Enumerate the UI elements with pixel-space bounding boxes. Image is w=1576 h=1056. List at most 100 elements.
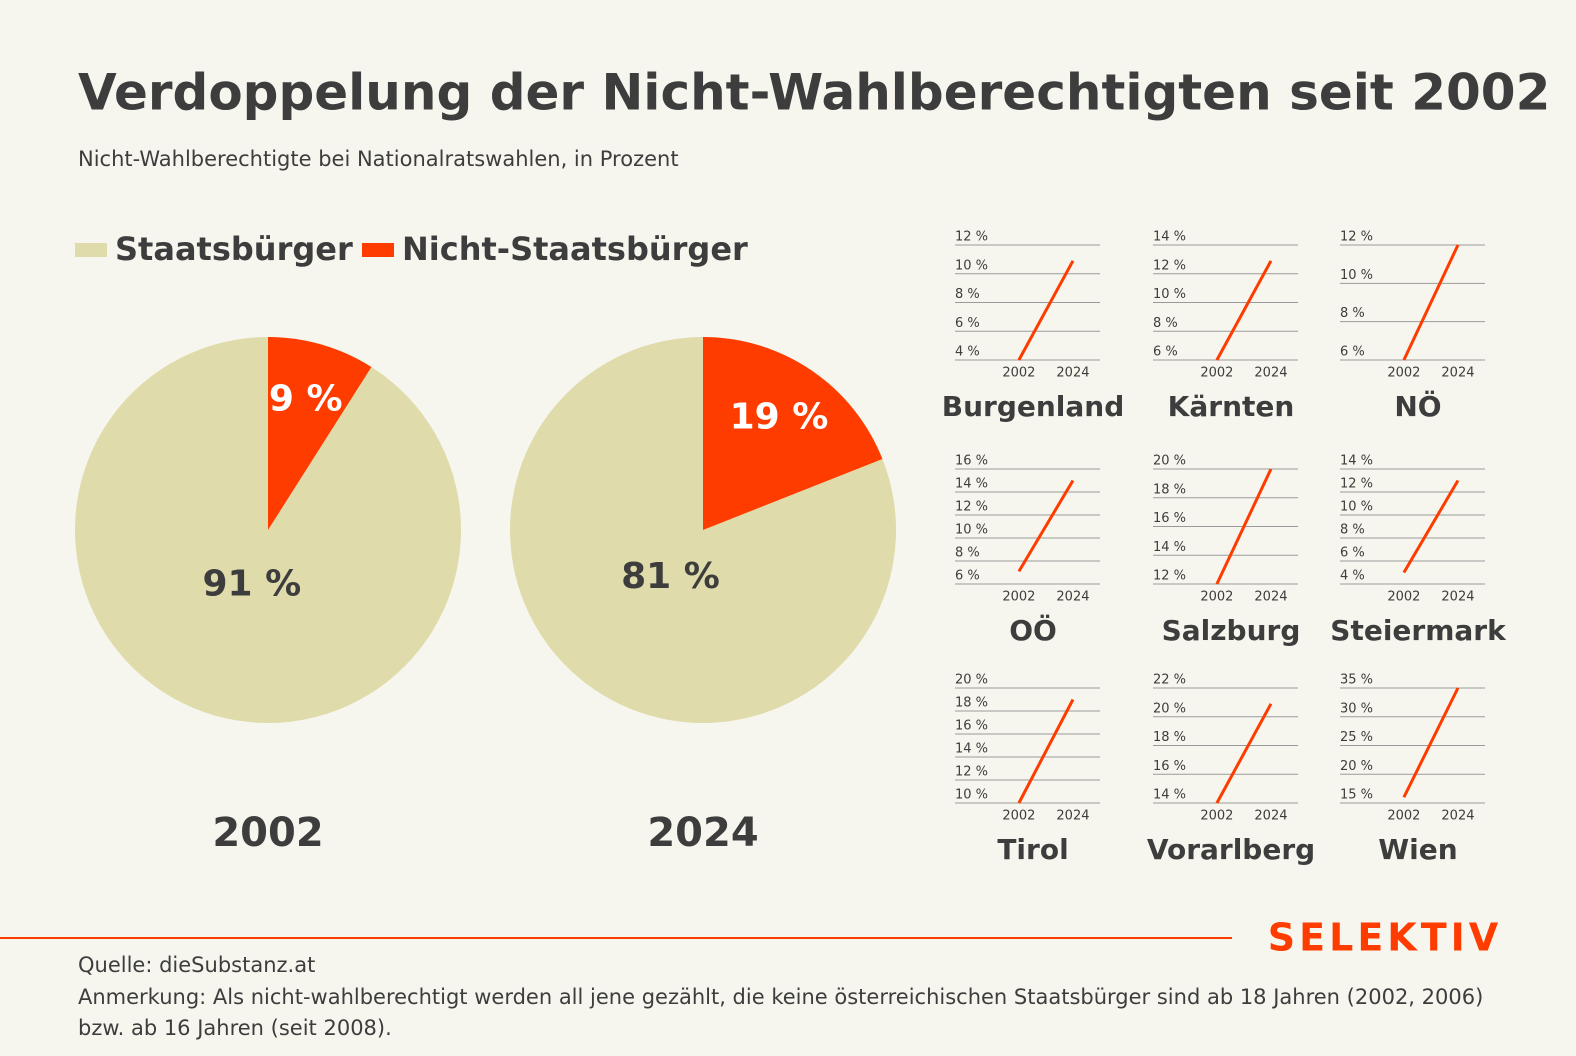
y-tick-label: 8 % — [1340, 523, 1365, 538]
chart-title: OÖ — [1009, 613, 1057, 647]
chart-title: Tirol — [997, 833, 1068, 866]
line — [1402, 244, 1460, 361]
legend-swatch — [362, 243, 394, 257]
pie-slice — [703, 337, 883, 530]
x-tick-label: 2002 — [1002, 809, 1035, 824]
y-tick-label: 18 % — [1153, 730, 1186, 745]
y-tick-label: 16 % — [955, 454, 988, 469]
line — [1402, 687, 1460, 798]
y-tick-label: 22 % — [1153, 673, 1186, 688]
y-tick-label: 10 % — [955, 788, 988, 803]
y-tick-label: 4 % — [1340, 569, 1365, 584]
y-tick-label: 8 % — [955, 546, 980, 561]
x-tick-label: 2002 — [1200, 366, 1233, 381]
y-tick-label: 14 % — [1153, 230, 1186, 245]
pie-title: 2024 — [647, 810, 758, 856]
line — [1017, 260, 1075, 361]
x-tick-label: 2002 — [1387, 366, 1420, 381]
chart-title: Steiermark — [1330, 614, 1507, 647]
y-tick-label: 8 % — [1340, 306, 1365, 321]
x-tick-label: 2002 — [1200, 590, 1233, 605]
line — [1215, 260, 1273, 361]
y-tick-label: 14 % — [1340, 454, 1373, 469]
y-tick-label: 12 % — [955, 765, 988, 780]
y-tick-label: 14 % — [955, 742, 988, 757]
y-tick-label: 4 % — [955, 345, 980, 360]
y-tick-label: 18 % — [1153, 482, 1186, 497]
y-tick-label: 20 % — [955, 673, 988, 688]
pie-slice — [268, 337, 372, 530]
line — [1402, 479, 1460, 574]
y-tick-label: 10 % — [1340, 500, 1373, 515]
y-tick-label: 10 % — [955, 258, 988, 273]
y-tick-label: 10 % — [955, 523, 988, 538]
x-tick-label: 2002 — [1002, 590, 1035, 605]
subtitle: Nicht-Wahlberechtigte bei Nationalratswa… — [78, 147, 679, 171]
x-tick-label: 2024 — [1254, 366, 1287, 381]
y-tick-label: 8 % — [955, 287, 980, 302]
y-tick-label: 12 % — [1340, 230, 1373, 245]
x-tick-label: 2024 — [1254, 590, 1287, 605]
chart-title: Wien — [1378, 833, 1457, 866]
y-tick-label: 6 % — [1340, 345, 1365, 360]
y-tick-label: 6 % — [1153, 345, 1178, 360]
x-tick-label: 2024 — [1056, 809, 1089, 824]
value-label: 9 % — [269, 378, 343, 419]
y-tick-label: 12 % — [955, 230, 988, 245]
y-tick-label: 12 % — [1340, 477, 1373, 492]
chart-title: Burgenland — [942, 390, 1125, 423]
brand: SELEKTIV — [1268, 916, 1502, 960]
y-tick-label: 14 % — [1153, 788, 1186, 803]
y-tick-label: 15 % — [1340, 788, 1373, 803]
legend-swatch — [75, 243, 107, 257]
chart-title: Kärnten — [1168, 390, 1295, 423]
y-tick-label: 16 % — [1153, 511, 1186, 526]
line — [1017, 698, 1075, 804]
title: Verdoppelung der Nicht-Wahlberechtigten … — [78, 64, 1550, 122]
x-tick-label: 2024 — [1441, 366, 1474, 381]
line — [1215, 468, 1273, 585]
chart-title: Salzburg — [1162, 614, 1301, 647]
y-tick-label: 12 % — [1153, 258, 1186, 273]
y-tick-label: 18 % — [955, 696, 988, 711]
y-tick-label: 14 % — [1153, 540, 1186, 555]
x-tick-label: 2002 — [1387, 809, 1420, 824]
legend-label: Staatsbürger — [115, 230, 353, 268]
y-tick-label: 14 % — [955, 477, 988, 492]
y-tick-label: 35 % — [1340, 673, 1373, 688]
x-tick-label: 2024 — [1441, 809, 1474, 824]
value-label: 81 % — [621, 556, 720, 597]
y-tick-label: 20 % — [1153, 701, 1186, 716]
y-tick-label: 25 % — [1340, 730, 1373, 745]
y-tick-label: 10 % — [1340, 268, 1373, 283]
y-tick-label: 20 % — [1153, 454, 1186, 469]
x-tick-label: 2024 — [1056, 590, 1089, 605]
legend-label: Nicht-Staatsbürger — [402, 230, 748, 268]
x-tick-label: 2002 — [1387, 590, 1420, 605]
y-tick-label: 12 % — [955, 500, 988, 515]
y-tick-label: 6 % — [955, 569, 980, 584]
source: Quelle: dieSubstanz.at — [78, 953, 316, 977]
value-label: 91 % — [202, 564, 301, 605]
x-tick-label: 2002 — [1002, 366, 1035, 381]
y-tick-label: 16 % — [955, 719, 988, 734]
y-tick-label: 6 % — [1340, 546, 1365, 561]
y-tick-label: 8 % — [1153, 316, 1178, 331]
x-tick-label: 2024 — [1254, 809, 1287, 824]
x-tick-label: 2024 — [1056, 366, 1089, 381]
note: Anmerkung: Als nicht-wahlberechtigt werd… — [78, 985, 1484, 1040]
x-tick-label: 2024 — [1441, 590, 1474, 605]
line — [1017, 479, 1075, 573]
y-tick-label: 10 % — [1153, 287, 1186, 302]
value-label: 19 % — [730, 396, 829, 437]
line — [1215, 703, 1273, 804]
chart-title: NÖ — [1394, 389, 1441, 423]
y-tick-label: 12 % — [1153, 569, 1186, 584]
pie-title: 2002 — [212, 810, 323, 856]
y-tick-label: 20 % — [1340, 759, 1373, 774]
y-tick-label: 6 % — [955, 316, 980, 331]
chart-title: Vorarlberg — [1147, 833, 1315, 866]
y-tick-label: 16 % — [1153, 759, 1186, 774]
